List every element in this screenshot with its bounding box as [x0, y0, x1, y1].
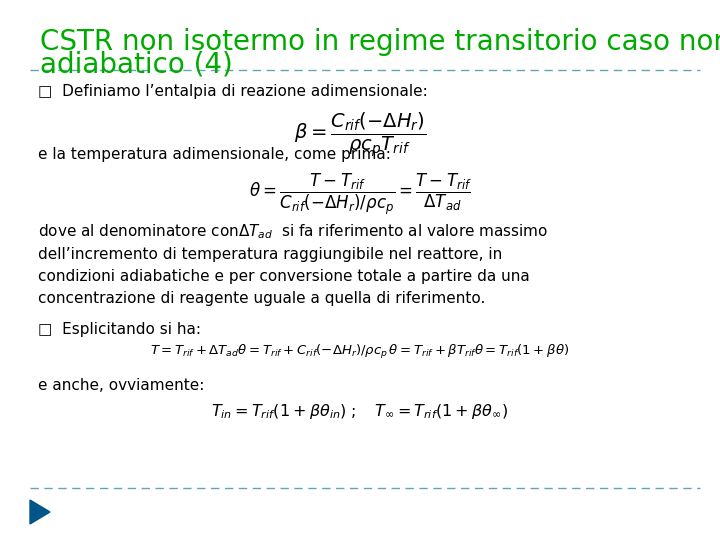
Text: $\beta = \dfrac{C_{rif}(-\Delta H_r)}{\rho c_p T_{rif}}$: $\beta = \dfrac{C_{rif}(-\Delta H_r)}{\r… [294, 110, 426, 159]
Text: $T_{in} = T_{rif}(1+\beta\theta_{in})\;; \quad T_{\infty} = T_{rif}(1+\beta\thet: $T_{in} = T_{rif}(1+\beta\theta_{in})\;;… [212, 402, 508, 421]
Text: adiabatico (4): adiabatico (4) [40, 50, 233, 78]
Text: $T = T_{rif} + \Delta T_{ad}\theta = T_{rif} + C_{rif}(-\Delta H_r)/\rho c_p\,\t: $T = T_{rif} + \Delta T_{ad}\theta = T_{… [150, 343, 570, 361]
Text: CSTR non isotermo in regime transitorio caso non: CSTR non isotermo in regime transitorio … [40, 28, 720, 56]
Text: □  Definiamo l’entalpia di reazione adimensionale:: □ Definiamo l’entalpia di reazione adime… [38, 84, 428, 99]
Text: e la temperatura adimensionale, come prima:: e la temperatura adimensionale, come pri… [38, 147, 391, 162]
Text: □  Esplicitando si ha:: □ Esplicitando si ha: [38, 322, 201, 337]
Text: dove al denominatore con$\Delta T_{ad}$  si fa riferimento al valore massimo
del: dove al denominatore con$\Delta T_{ad}$ … [38, 222, 548, 306]
Text: e anche, ovviamente:: e anche, ovviamente: [38, 378, 204, 393]
Polygon shape [30, 500, 50, 524]
Text: $\theta = \dfrac{T - T_{rif}}{C_{rif}(-\Delta H_r)/\rho c_p} = \dfrac{T - T_{rif: $\theta = \dfrac{T - T_{rif}}{C_{rif}(-\… [248, 172, 472, 218]
